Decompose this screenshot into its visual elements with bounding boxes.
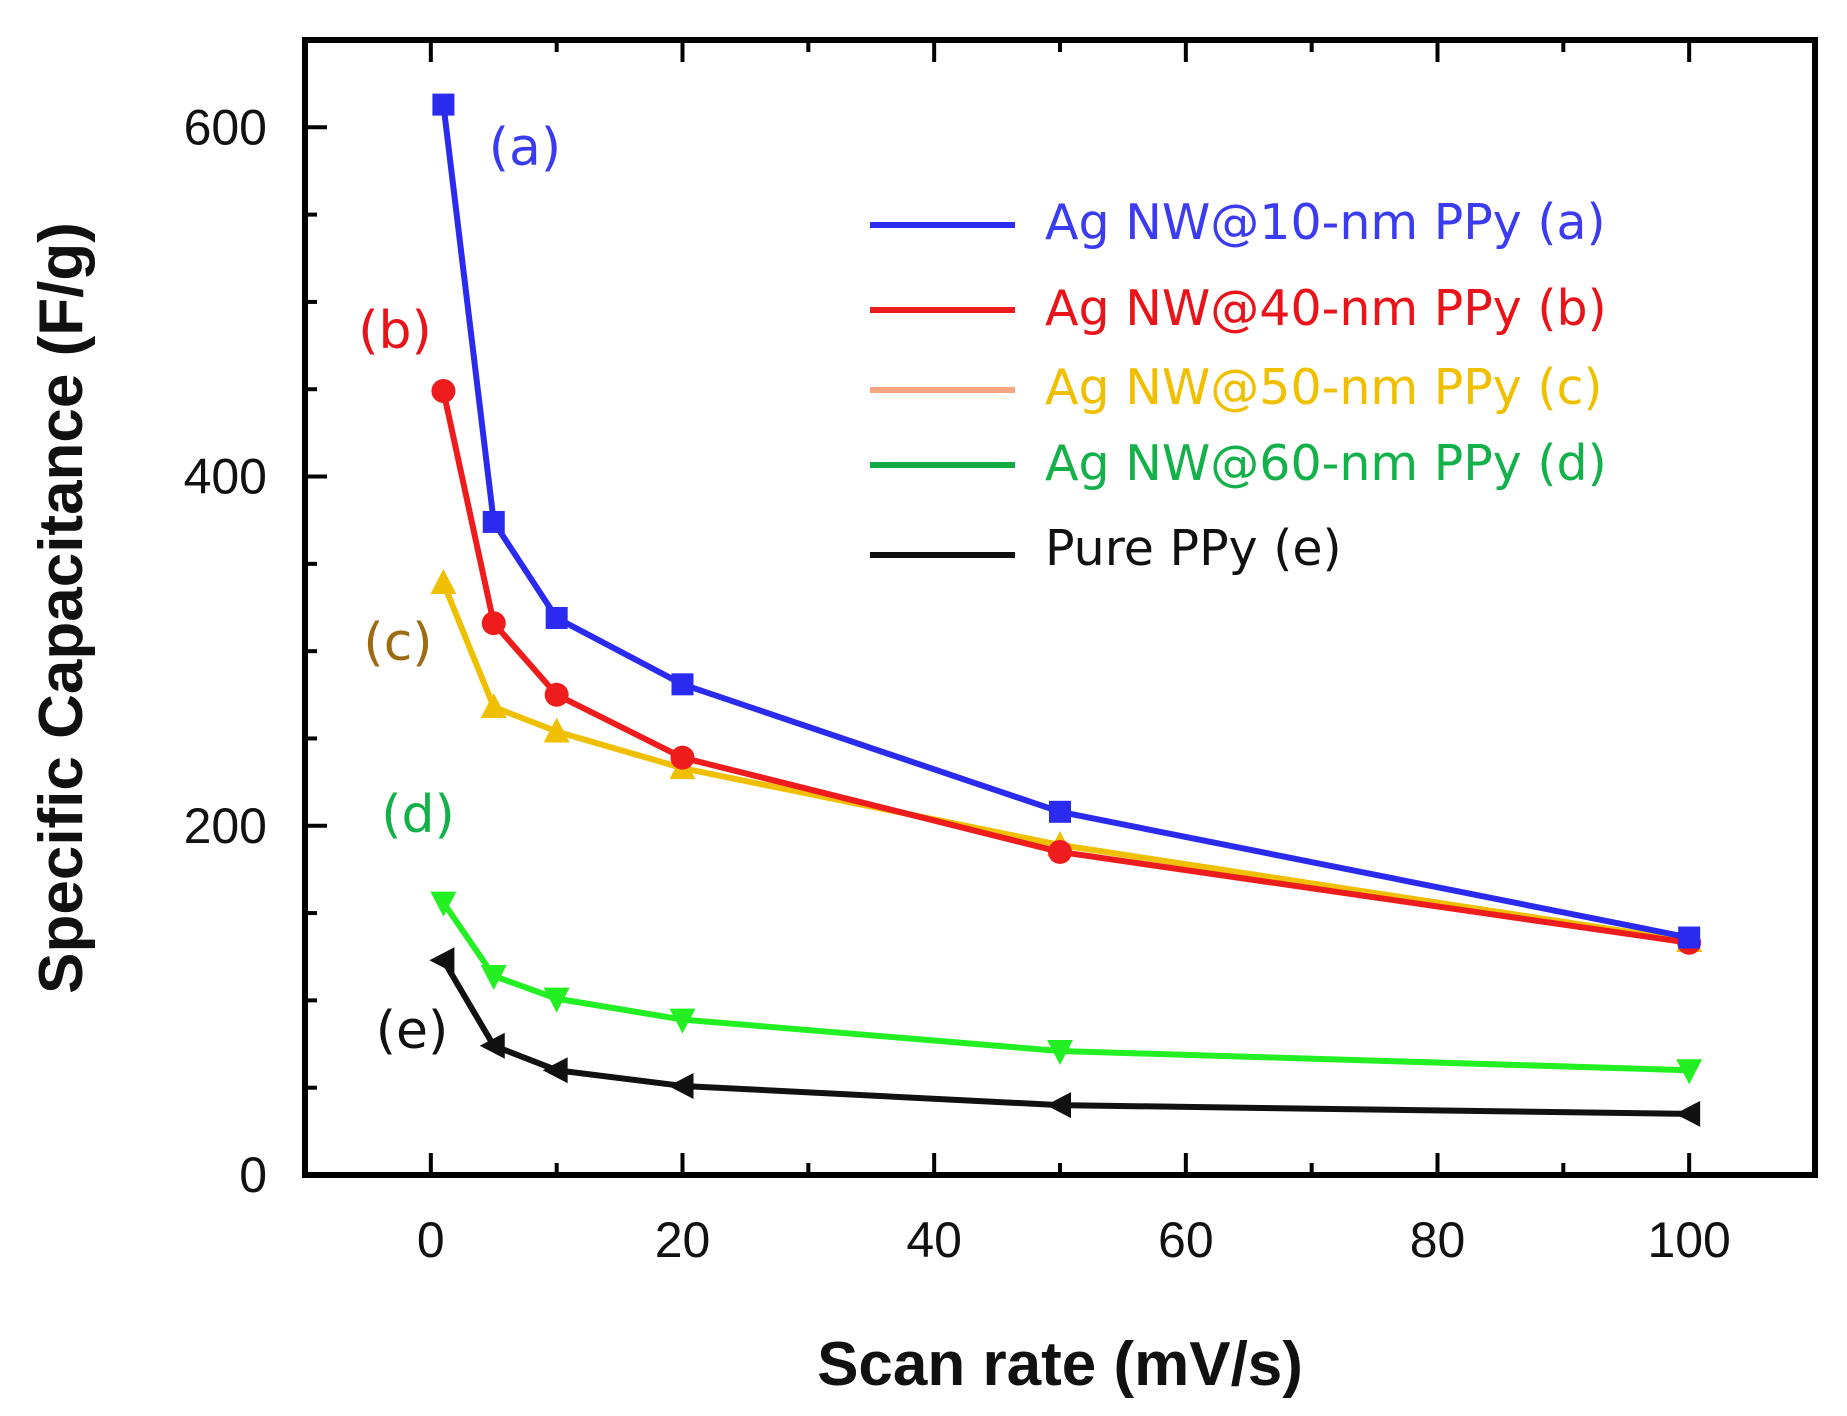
data-point (432, 93, 455, 116)
legend-entry: Ag NW@50-nm PPy (c) (870, 359, 1603, 416)
x-tick-label: 0 (417, 1212, 445, 1268)
y-tick-label: 400 (184, 449, 267, 505)
data-point (543, 987, 570, 1013)
series (430, 569, 1703, 953)
x-tick-label: 20 (655, 1212, 711, 1268)
legend-label: Pure PPy (e) (1045, 520, 1342, 577)
x-tick-label: 100 (1647, 1212, 1730, 1268)
legend-entry: Pure PPy (e) (870, 520, 1342, 577)
y-tick-label: 0 (239, 1147, 267, 1203)
series (429, 947, 1701, 1127)
y-tick-label: 600 (184, 99, 267, 155)
series (432, 93, 1701, 949)
data-point (668, 1072, 694, 1099)
data-point (1048, 839, 1072, 864)
series (430, 891, 1703, 1085)
data-point (430, 569, 457, 595)
data-point (1047, 1040, 1073, 1066)
x-tick-label: 40 (906, 1212, 962, 1268)
x-tick-label: 60 (1158, 1212, 1214, 1268)
data-point (543, 717, 570, 743)
legend-entry: Ag NW@40-nm PPy (b) (870, 280, 1607, 337)
data-point (481, 611, 506, 636)
data-point (671, 673, 694, 696)
data-point (670, 745, 695, 770)
series-annotation: (d) (381, 785, 455, 845)
series-annotation: (a) (489, 118, 561, 178)
legend-label: Ag NW@10-nm PPy (a) (1045, 194, 1606, 251)
legend-entry: Ag NW@60-nm PPy (d) (870, 435, 1607, 492)
series-line (440, 390, 1690, 946)
data-point (431, 378, 456, 403)
series-annotation: (c) (363, 613, 432, 673)
x-axis-title: Scan rate (mV/s) (817, 1330, 1303, 1399)
series-annotation: (b) (358, 301, 432, 361)
data-point (482, 510, 505, 533)
data-point (545, 606, 568, 629)
data-point (669, 1008, 696, 1034)
data-point (1049, 800, 1071, 823)
data-point (429, 947, 455, 974)
data-point (542, 1057, 568, 1084)
annotations-layer: (a) (b) (c) (d) (e) (358, 118, 561, 1061)
data-point (479, 1032, 505, 1059)
x-tick-label: 80 (1410, 1212, 1466, 1268)
series-line (440, 581, 1690, 944)
data-point (1675, 1100, 1701, 1127)
series-annotation: (e) (376, 1001, 449, 1061)
data-point (480, 964, 507, 990)
series-line (440, 104, 1690, 941)
series-line (440, 900, 1690, 1074)
data-point (430, 891, 457, 917)
legend-label: Ag NW@40-nm PPy (b) (1045, 280, 1607, 337)
series-layer (429, 93, 1703, 1127)
data-point (544, 682, 569, 707)
data-point (480, 693, 507, 719)
series-line (440, 958, 1690, 1117)
y-tick-label: 200 (184, 798, 267, 854)
series (431, 378, 1702, 955)
legend-entry: Ag NW@10-nm PPy (a) (870, 194, 1606, 251)
data-point (1046, 1092, 1071, 1119)
legend-label: Ag NW@50-nm PPy (c) (1045, 359, 1603, 416)
data-point (1678, 926, 1701, 949)
data-point (1676, 1059, 1703, 1085)
legend: Ag NW@10-nm PPy (a) Ag NW@40-nm PPy (b) Ag… (870, 194, 1607, 577)
ticks-layer: 0 20 40 60 80 100 0 200 400 600 (184, 40, 1731, 1268)
y-axis-title: Specific Capacitance (F/g) (27, 222, 96, 994)
legend-label: Ag NW@60-nm PPy (d) (1045, 435, 1607, 492)
